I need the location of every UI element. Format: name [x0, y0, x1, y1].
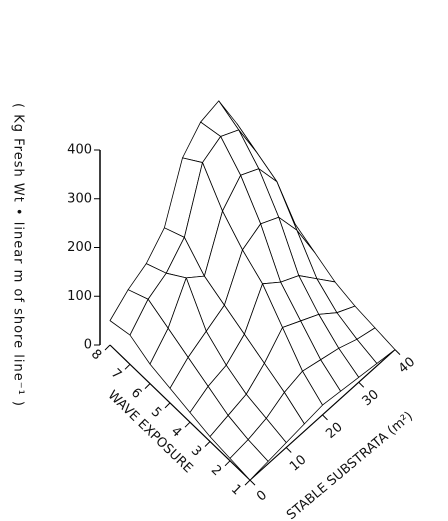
x-tick	[164, 402, 171, 409]
x-tick	[244, 479, 251, 486]
x-tick-label: 2	[208, 463, 224, 480]
z-tick-label: 200	[67, 240, 92, 255]
y-tick-label: 0	[254, 488, 270, 505]
z-tick-label: 0	[84, 338, 92, 353]
y-tick	[285, 447, 292, 453]
x-tick-label: 3	[188, 443, 204, 460]
x-tick	[144, 383, 151, 389]
y-tick-label: 30	[360, 387, 382, 409]
x-tick	[104, 344, 111, 351]
x-tick-label: 4	[168, 424, 184, 441]
y-tick-label: 10	[287, 452, 309, 474]
y-tick-label: 20	[323, 420, 345, 442]
x-tick-label: 6	[128, 385, 144, 402]
y-tick	[322, 414, 328, 421]
x-tick	[184, 421, 191, 428]
y-tick	[394, 349, 401, 355]
x-tick	[124, 363, 131, 370]
x-tick	[204, 441, 211, 447]
y-tick	[249, 479, 256, 486]
x-tick-label: 1	[228, 482, 244, 499]
z-tick-label: 100	[67, 289, 92, 304]
x-axis	[109, 344, 251, 481]
z-tick-label: 400	[67, 143, 92, 158]
z-axis-label: ( Kg Fresh Wt • linear m of shore line⁻¹…	[11, 103, 26, 407]
x-tick-label: 5	[148, 405, 164, 422]
x-tick	[224, 460, 231, 467]
x-tick-label: 7	[108, 366, 124, 383]
y-tick	[358, 381, 365, 388]
z-tick-label: 300	[67, 191, 92, 206]
y-tick-label: 40	[396, 355, 418, 377]
surface-cell	[229, 439, 269, 481]
